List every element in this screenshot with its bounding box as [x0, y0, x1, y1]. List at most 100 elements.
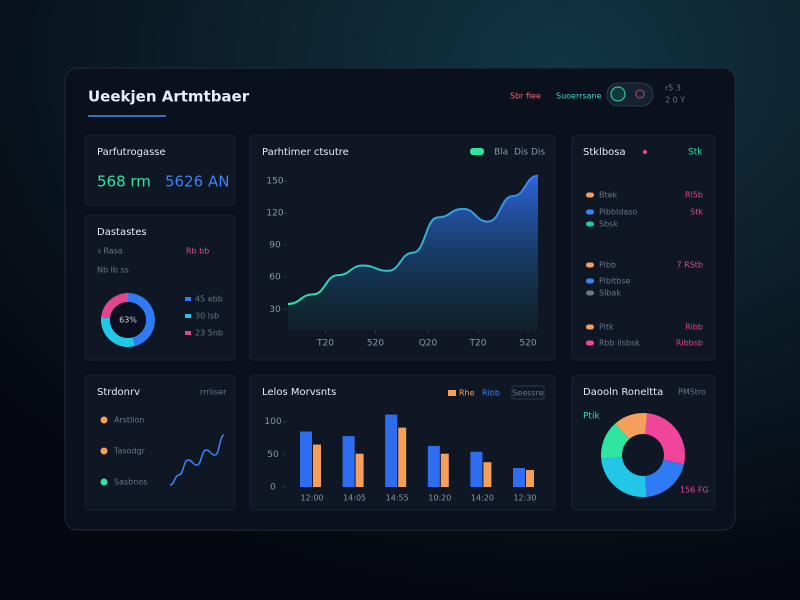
donut-segment [645, 413, 685, 465]
y-tick-label: 100 [264, 417, 281, 427]
list-dot [586, 340, 594, 346]
bar [398, 427, 407, 487]
list-label: Sbsk [599, 220, 618, 229]
y-tick-label: 30 [269, 305, 281, 315]
legend-swatch [470, 148, 484, 155]
legend-label: 45 ebb [195, 295, 223, 304]
list-label: Sasbnos [114, 478, 147, 487]
x-tick-label: 14:20 [471, 494, 494, 503]
title-underline [88, 115, 166, 117]
card-title: Daooln Roneltta [583, 387, 663, 398]
card-title: Strdonrv [97, 387, 140, 398]
kpi-value: 5626 AN [165, 173, 229, 191]
list-dot [100, 416, 108, 424]
legend-label: Bla [494, 148, 508, 158]
donut-segment [601, 423, 630, 459]
x-tick-label: 520 [519, 339, 536, 349]
center-label: 156 FG [680, 486, 709, 495]
card-title: Dastastes [97, 227, 147, 238]
donut-hole [110, 302, 146, 338]
list-dot [100, 447, 108, 455]
legend-label: 23 5nb [195, 329, 223, 338]
x-tick-label: Q20 [419, 339, 438, 349]
legend-swatch [448, 390, 456, 396]
card-title: Lelos Morvsnts [262, 387, 336, 398]
list-label: Pibb [599, 261, 616, 270]
toggle-icon[interactable] [635, 89, 645, 99]
list-value: Stk [690, 208, 703, 217]
list-dot [586, 278, 594, 284]
x-tick-label: 12:30 [513, 494, 536, 503]
subtitle: Nb lb ss [97, 266, 129, 275]
y-tick-label: 120 [266, 209, 283, 219]
status: r5 3 [665, 84, 681, 93]
y-tick-label: 50 [267, 450, 279, 460]
bar [427, 445, 440, 487]
status: 2 0 Y [665, 96, 685, 105]
list-label: Rbb ilsbsk [599, 339, 640, 348]
list-label: Slbak [599, 289, 621, 298]
legend-label: Rhe [459, 389, 475, 398]
app-title: Ueekjen Artmtbaer [88, 88, 250, 106]
kpi-value: 568 rm [97, 173, 151, 191]
bar [313, 444, 321, 487]
button[interactable] [511, 385, 545, 400]
list-dot [586, 290, 594, 296]
list-value: Ribb [685, 323, 703, 332]
x-tick-label: 10:20 [428, 494, 451, 503]
x-tick-label: 14:05 [343, 494, 366, 503]
nav-link[interactable]: Suoerrsane [556, 92, 602, 101]
subtitle: ꝛ Rasa [97, 247, 123, 256]
bar [513, 468, 525, 487]
list-label: Pitk [599, 323, 614, 332]
donut-segment [615, 413, 648, 440]
subtitle: Rb bb [186, 247, 209, 256]
donut-segment [101, 293, 128, 319]
bar [355, 453, 364, 487]
x-tick-label: 12:00 [300, 494, 323, 503]
badge: Ptik [583, 412, 600, 422]
x-tick-label: T20 [316, 339, 334, 349]
note: PMStro [678, 388, 706, 397]
y-tick-label: 150 [266, 177, 283, 187]
bar [440, 453, 449, 487]
legend-swatch [185, 297, 191, 301]
list-label: Arstlion [114, 416, 144, 425]
list-value: Rl5b [685, 191, 703, 200]
bar [342, 436, 355, 487]
card-title: Parhtimer ctsutre [262, 147, 349, 158]
center-label: 63% [119, 316, 137, 325]
dot [643, 150, 647, 154]
badge: Stk [688, 148, 703, 158]
line [287, 174, 539, 305]
list-dot [586, 221, 594, 227]
legend-label: 30 lsb [195, 312, 219, 321]
nav-link[interactable]: Sbr fiee [510, 92, 541, 101]
y-tick-label: 60 [269, 273, 281, 283]
list-label: Pibbldaso [599, 208, 637, 217]
card [84, 134, 236, 206]
bar [483, 462, 492, 487]
list-value: Ribbsb [676, 339, 703, 348]
legend-label: Ribb [482, 389, 500, 398]
card-title: Parfutrogasse [97, 147, 166, 158]
line [169, 434, 225, 486]
donut-segment [128, 293, 156, 347]
y-tick-label: 90 [269, 241, 281, 251]
list-dot [586, 262, 594, 268]
list-dot [586, 209, 594, 215]
bar [300, 431, 312, 487]
bar [385, 414, 398, 487]
x-tick-label: 520 [367, 339, 384, 349]
legend-swatch [185, 314, 191, 318]
card [84, 374, 236, 511]
legend-extra: Dis Dis [514, 148, 545, 158]
list-dot [100, 478, 108, 486]
donut-segment [644, 459, 684, 497]
button-label[interactable]: Seessre [512, 389, 543, 398]
toggle-icon[interactable] [610, 86, 626, 102]
list-dot [586, 324, 594, 330]
list-value: 7 RStb [677, 261, 703, 270]
list-label: Tasodgr [113, 447, 146, 456]
donut-segment [601, 456, 647, 497]
